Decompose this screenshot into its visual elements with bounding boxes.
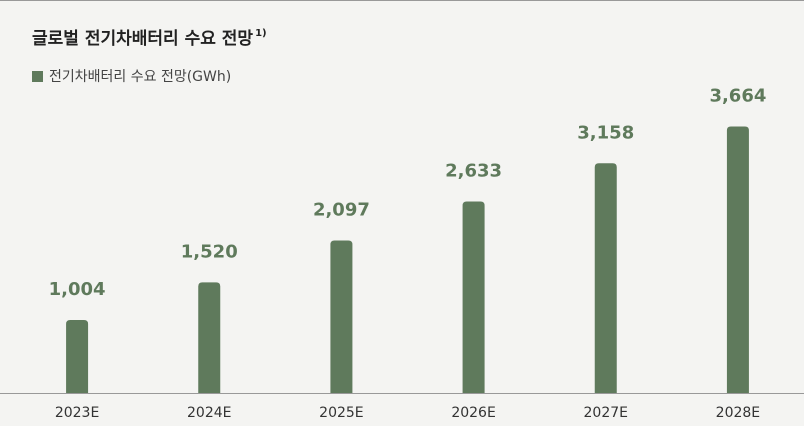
data-label: 1,520	[181, 241, 238, 262]
x-tick-label: 2027E	[584, 405, 628, 421]
legend-label: 전기차배터리 수요 전망(GWh)	[49, 69, 231, 85]
bar	[66, 319, 89, 393]
title-text: 글로벌 전기차배터리 수요 전망	[32, 29, 253, 49]
data-label: 2,633	[445, 160, 502, 181]
bar	[462, 201, 485, 393]
data-label: 3,158	[577, 122, 634, 143]
bar	[726, 126, 749, 393]
x-tick-label: 2024E	[187, 405, 231, 421]
x-tick-label: 2026E	[451, 405, 495, 421]
x-tick-label: 2025E	[319, 405, 363, 421]
bar	[330, 240, 353, 393]
data-label: 1,004	[49, 279, 106, 300]
x-tick-label: 2028E	[716, 405, 760, 421]
data-label: 3,664	[709, 85, 766, 106]
data-label: 2,097	[313, 199, 370, 220]
bar	[594, 163, 617, 393]
title-note: 1)	[255, 28, 267, 39]
x-tick-label: 2023E	[55, 405, 99, 421]
bar	[198, 282, 221, 393]
chart-title: 글로벌 전기차배터리 수요 전망 1)	[32, 28, 267, 49]
legend-swatch	[32, 71, 43, 82]
